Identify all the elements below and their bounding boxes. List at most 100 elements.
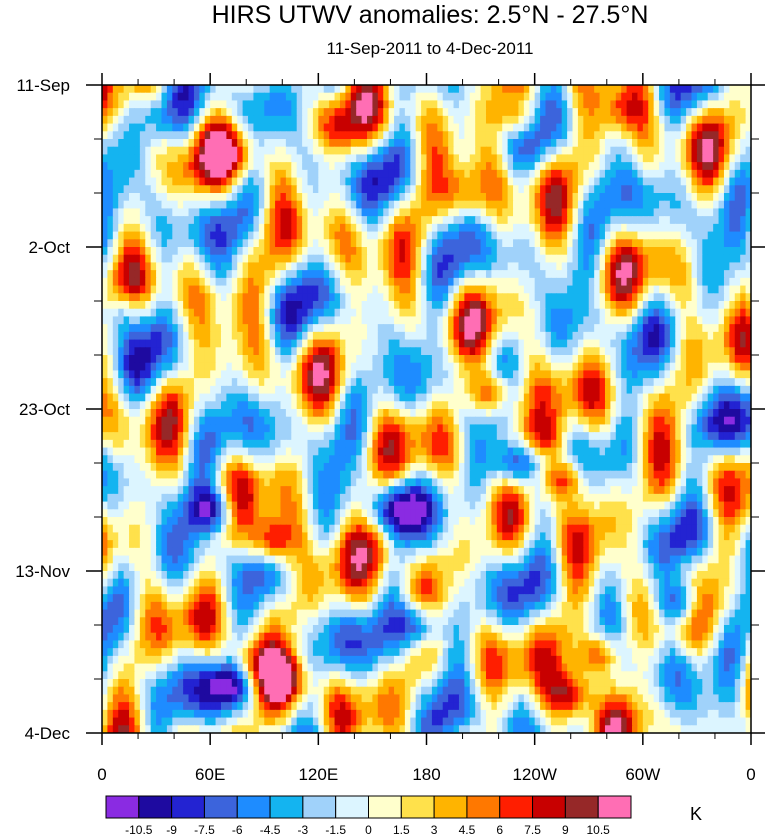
heatmap-cell (404, 100, 411, 109)
heatmap-cell (523, 92, 530, 102)
heatmap-cell (415, 223, 422, 233)
heatmap-cell (718, 355, 725, 364)
heatmap-cell (523, 169, 530, 179)
heatmap-cell (307, 223, 314, 233)
heatmap-cell (242, 362, 249, 372)
heatmap-cell (518, 216, 525, 225)
heatmap-cell (183, 347, 190, 356)
heatmap-cell (339, 370, 346, 379)
heatmap-cell (604, 378, 611, 387)
heatmap-cell (437, 100, 444, 109)
heatmap-cell (550, 223, 557, 233)
heatmap-cell (502, 301, 509, 310)
heatmap-cell (410, 131, 417, 140)
heatmap-cell (491, 108, 498, 117)
heatmap-cell (675, 308, 682, 318)
heatmap-cell (296, 146, 303, 156)
heatmap-cell (220, 393, 227, 402)
heatmap-cell (415, 285, 422, 294)
heatmap-cell (458, 378, 465, 387)
heatmap-cell (723, 362, 730, 372)
heatmap-cell (745, 85, 751, 94)
heatmap-cell (637, 239, 644, 248)
heatmap-cell (253, 169, 260, 179)
heatmap-cell (204, 378, 211, 387)
heatmap-cell (172, 100, 179, 109)
heatmap-cell (139, 154, 146, 163)
heatmap-cell (431, 378, 438, 387)
heatmap-cell (394, 208, 401, 217)
heatmap-cell (323, 100, 330, 109)
heatmap-cell (345, 393, 352, 402)
heatmap-cell (237, 239, 244, 248)
heatmap-cell (572, 285, 579, 294)
heatmap-cell (610, 185, 617, 194)
heatmap-cell (150, 108, 157, 117)
heatmap-cell (502, 324, 509, 333)
heatmap-cell (215, 339, 222, 348)
heatmap-cell (264, 270, 271, 279)
heatmap-cell (350, 347, 357, 356)
heatmap-cell (399, 216, 406, 225)
heatmap-cell (269, 231, 276, 240)
heatmap-cell (718, 339, 725, 348)
heatmap-cell (383, 378, 390, 387)
heatmap-cell (177, 308, 184, 318)
heatmap-cell (594, 185, 601, 194)
heatmap-cell (556, 108, 563, 117)
heatmap-cell (415, 154, 422, 163)
heatmap-cell (567, 308, 574, 318)
heatmap-cell (193, 347, 200, 356)
heatmap-cell (723, 301, 730, 310)
heatmap-cell (604, 85, 611, 94)
heatmap-cell (172, 177, 179, 186)
heatmap-cell (702, 277, 709, 287)
heatmap-cell (231, 254, 238, 264)
heatmap-cell (469, 208, 476, 217)
heatmap-cell (648, 85, 655, 94)
heatmap-cell (307, 169, 314, 179)
heatmap-cell (599, 270, 606, 279)
heatmap-cell (345, 115, 352, 125)
heatmap-cell (475, 231, 482, 240)
heatmap-cell (166, 393, 173, 402)
heatmap-cell (431, 200, 438, 210)
heatmap-cell (323, 293, 330, 302)
heatmap-cell (258, 270, 265, 279)
heatmap-cell (448, 200, 455, 210)
heatmap-cell (177, 316, 184, 325)
heatmap-cell (475, 385, 482, 395)
heatmap-cell (626, 231, 633, 240)
heatmap-cell (594, 293, 601, 302)
heatmap-cell (583, 139, 590, 148)
heatmap-cell (529, 385, 536, 395)
heatmap-cell (118, 92, 125, 102)
heatmap-cell (172, 270, 179, 279)
heatmap-cell (734, 331, 741, 341)
heatmap-cell (372, 393, 379, 402)
heatmap-cell (307, 316, 314, 325)
heatmap-cell (507, 370, 514, 379)
heatmap-cell (367, 223, 374, 233)
heatmap-cell (421, 324, 428, 333)
heatmap-cell (437, 347, 444, 356)
heatmap-cell (604, 92, 611, 102)
heatmap-cell (237, 208, 244, 217)
heatmap-cell (166, 355, 173, 364)
heatmap-cell (545, 285, 552, 294)
heatmap-cell (285, 115, 292, 125)
heatmap-cell (437, 316, 444, 325)
heatmap-cell (242, 208, 249, 217)
heatmap-cell (139, 347, 146, 356)
heatmap-cell (453, 185, 460, 194)
heatmap-cell (518, 324, 525, 333)
heatmap-cell (367, 378, 374, 387)
heatmap-cell (275, 216, 282, 225)
heatmap-cell (280, 85, 287, 94)
heatmap-cell (312, 216, 319, 225)
heatmap-cell (188, 146, 195, 156)
heatmap-cell (718, 362, 725, 372)
heatmap-cell (404, 108, 411, 117)
heatmap-cell (680, 378, 687, 387)
heatmap-cell (410, 308, 417, 318)
